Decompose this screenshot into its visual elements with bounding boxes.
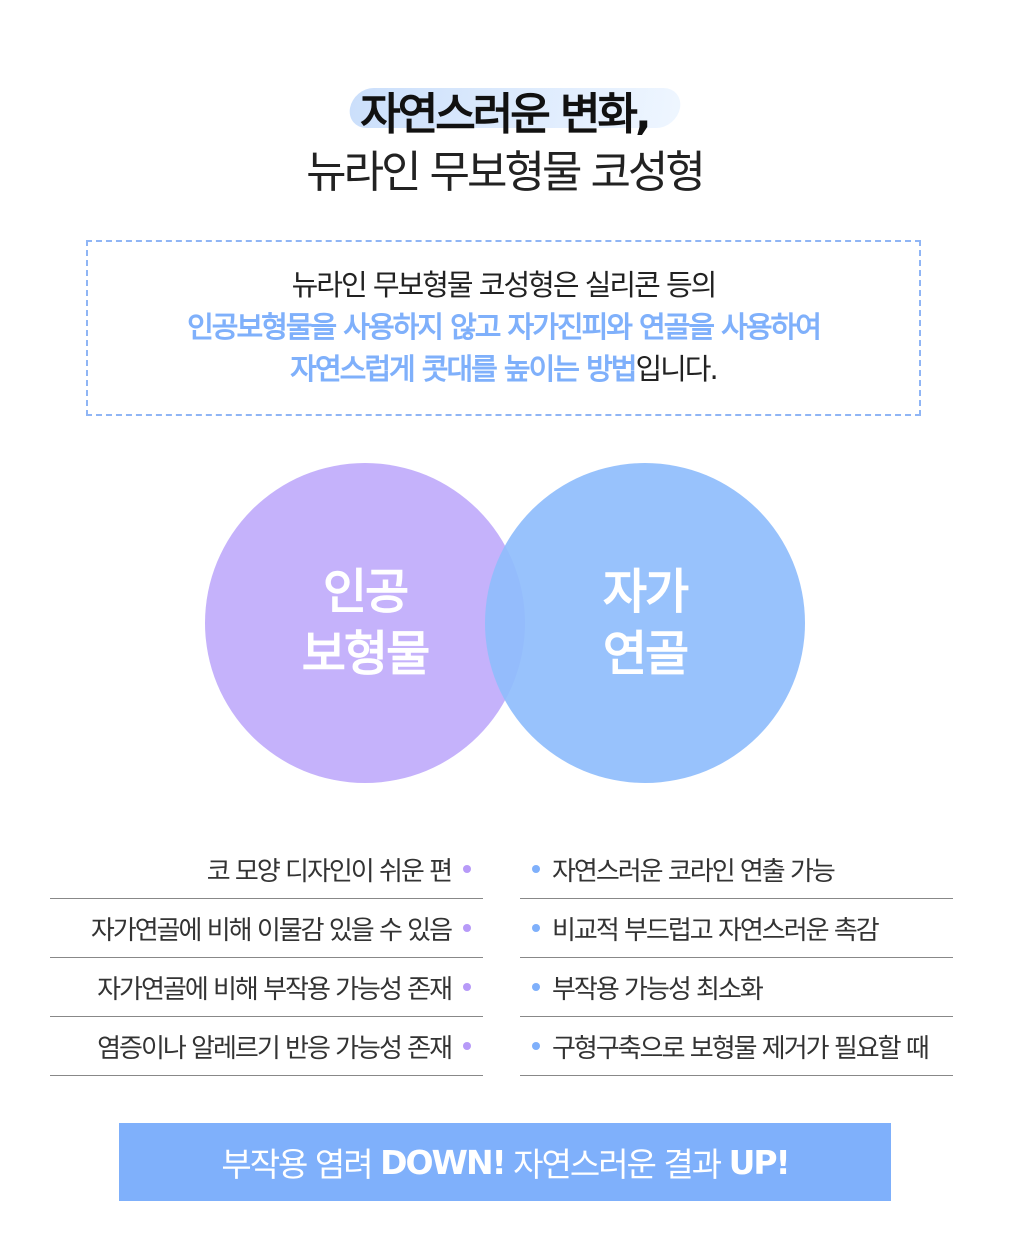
list-item: 자가연골에 비해 이물감 있을 수 있음 <box>50 899 483 958</box>
circle-label-line: 보형물 <box>301 626 430 682</box>
intro-line-2: 인공보형물을 사용하지 않고 자가진피와 연골을 사용하여 <box>187 310 822 344</box>
circle-label-line: 인공 <box>322 564 409 620</box>
bullet-icon <box>532 924 540 932</box>
bullet-icon <box>463 1042 471 1050</box>
circle-label-line: 자가 <box>602 564 689 620</box>
list-item: 코 모양 디자인이 쉬운 편 <box>50 840 483 899</box>
circle-label-line: 연골 <box>602 626 689 682</box>
banner-emphasis: DOWN! <box>380 1142 507 1182</box>
banner-text: 자연스러운 결과 <box>504 1145 729 1184</box>
bullet-icon <box>463 983 471 991</box>
banner-emphasis: UP! <box>728 1142 791 1182</box>
item-text: 자연스러운 코라인 연출 가능 <box>552 856 836 887</box>
intro-line-3: 자연스럽게 콧대를 높이는 방법입니다. <box>88 348 919 390</box>
subheadline: 뉴라인 무보형물 코성형 <box>306 147 706 198</box>
item-text: 부작용 가능성 최소화 <box>552 974 764 1005</box>
list-item: 구형구축으로 보형물 제거가 필요할 때 <box>520 1017 953 1076</box>
bullet-icon <box>532 983 540 991</box>
headline: 자연스러운 변화, <box>360 89 651 140</box>
intro-highlight: 자연스럽게 콧대를 높이는 방법 <box>290 352 637 386</box>
item-text: 구형구축으로 보형물 제거가 필요할 때 <box>552 1033 930 1064</box>
bullet-icon <box>463 924 471 932</box>
bullet-icon <box>532 1042 540 1050</box>
bullet-icon <box>463 865 471 873</box>
list-item: 부작용 가능성 최소화 <box>520 958 953 1017</box>
implant-feature-list: 코 모양 디자인이 쉬운 편 자가연골에 비해 이물감 있을 수 있음 자가연골… <box>50 840 483 1076</box>
intro-rest: 입니다. <box>635 352 718 386</box>
list-item: 자가연골에 비해 부작용 가능성 존재 <box>50 958 483 1017</box>
autologous-feature-list: 자연스러운 코라인 연출 가능 비교적 부드럽고 자연스러운 촉감 부작용 가능… <box>520 840 953 1076</box>
item-text: 자가연골에 비해 이물감 있을 수 있음 <box>90 915 453 946</box>
item-text: 비교적 부드럽고 자연스러운 촉감 <box>552 915 880 946</box>
list-item: 염증이나 알레르기 반응 가능성 존재 <box>50 1017 483 1076</box>
item-text: 자가연골에 비해 부작용 가능성 존재 <box>97 974 453 1005</box>
item-text: 코 모양 디자인이 쉬운 편 <box>206 856 453 887</box>
list-item: 비교적 부드럽고 자연스러운 촉감 <box>520 899 953 958</box>
list-item: 자연스러운 코라인 연출 가능 <box>520 840 953 899</box>
item-text: 염증이나 알레르기 반응 가능성 존재 <box>97 1033 453 1064</box>
summary-banner: 부작용 염려 DOWN! 자연스러운 결과 UP! <box>119 1123 891 1201</box>
intro-line-1: 뉴라인 무보형물 코성형은 실리콘 등의 <box>291 268 718 302</box>
banner-text: 부작용 염려 <box>221 1145 381 1184</box>
bullet-icon <box>532 865 540 873</box>
intro-box: 뉴라인 무보형물 코성형은 실리콘 등의 인공보형물을 사용하지 않고 자가진피… <box>86 240 921 416</box>
